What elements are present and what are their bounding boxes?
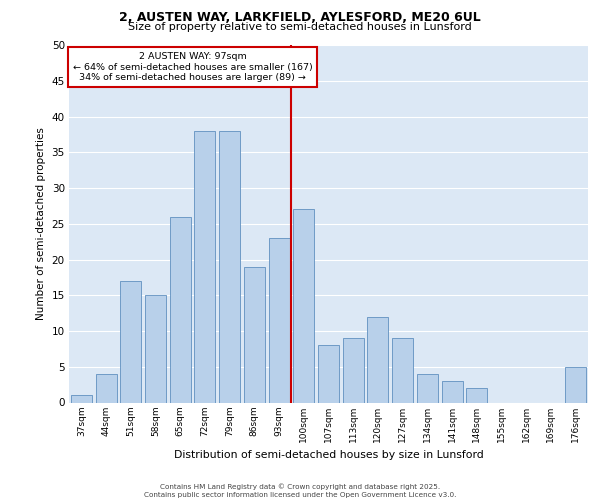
- Bar: [293, 210, 314, 402]
- Bar: [565, 367, 586, 402]
- Bar: [145, 295, 166, 403]
- Bar: [318, 346, 339, 403]
- Bar: [120, 281, 141, 402]
- Bar: [170, 216, 191, 402]
- Bar: [95, 374, 116, 402]
- Text: Size of property relative to semi-detached houses in Lunsford: Size of property relative to semi-detach…: [128, 22, 472, 32]
- Bar: [392, 338, 413, 402]
- Bar: [269, 238, 290, 402]
- Bar: [367, 316, 388, 402]
- Bar: [244, 266, 265, 402]
- X-axis label: Distribution of semi-detached houses by size in Lunsford: Distribution of semi-detached houses by …: [173, 450, 484, 460]
- Text: 2 AUSTEN WAY: 97sqm
← 64% of semi-detached houses are smaller (167)
34% of semi-: 2 AUSTEN WAY: 97sqm ← 64% of semi-detach…: [73, 52, 313, 82]
- Bar: [219, 131, 240, 402]
- Y-axis label: Number of semi-detached properties: Number of semi-detached properties: [36, 128, 46, 320]
- Bar: [466, 388, 487, 402]
- Text: 2, AUSTEN WAY, LARKFIELD, AYLESFORD, ME20 6UL: 2, AUSTEN WAY, LARKFIELD, AYLESFORD, ME2…: [119, 11, 481, 24]
- Bar: [343, 338, 364, 402]
- Bar: [194, 131, 215, 402]
- Bar: [417, 374, 438, 402]
- Bar: [71, 396, 92, 402]
- Text: Contains HM Land Registry data © Crown copyright and database right 2025.
Contai: Contains HM Land Registry data © Crown c…: [144, 483, 456, 498]
- Bar: [442, 381, 463, 402]
